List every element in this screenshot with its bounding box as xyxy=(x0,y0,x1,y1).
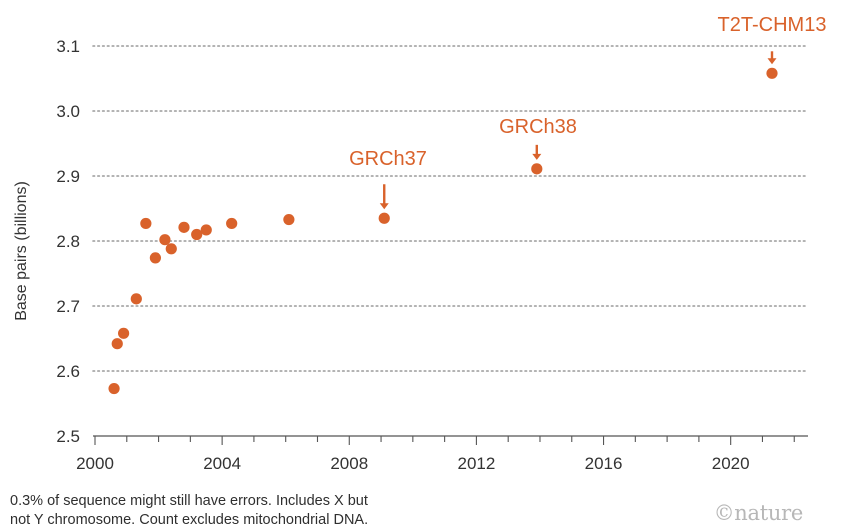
footnote: 0.3% of sequence might still have errors… xyxy=(10,492,530,530)
footnote-line-1: 0.3% of sequence might still have errors… xyxy=(10,493,368,509)
data-point xyxy=(226,217,238,230)
footnote-line-2: not Y chromosome. Count excludes mitocho… xyxy=(10,512,369,528)
data-point xyxy=(531,163,543,175)
data-point xyxy=(130,293,142,305)
scatter-chart: 2.52.62.72.82.93.03.1 2000 2004 2008 2012 20… xyxy=(13,14,827,473)
data-point xyxy=(118,327,130,339)
data-point xyxy=(159,234,171,246)
annotation-label: T2T-CHM13 xyxy=(718,14,827,36)
annotations: GRCh37 GRCh38 T2T-CHM13 xyxy=(349,14,827,210)
data-point xyxy=(200,224,212,236)
y-tick-label: 2.9 xyxy=(56,167,80,186)
y-tick-label: 2.5 xyxy=(56,427,80,446)
data-point xyxy=(165,243,177,255)
data-point xyxy=(140,217,152,230)
y-tick-label: 2.8 xyxy=(56,232,80,251)
data-point xyxy=(178,221,190,233)
nature-credit: ©nature xyxy=(713,501,804,525)
y-tick-label: 2.7 xyxy=(56,297,80,316)
data-point xyxy=(111,338,123,350)
annotation-arrow-head xyxy=(767,58,777,65)
data-point xyxy=(149,252,161,264)
data-point xyxy=(378,212,390,224)
x-tick-label: 2012 xyxy=(457,454,495,473)
y-tick-label: 2.6 xyxy=(56,362,80,381)
x-tick-labels: 2000 2004 2008 2012 2016 2020 xyxy=(76,454,750,473)
data-point xyxy=(191,228,203,241)
x-tick-label: 2008 xyxy=(330,454,368,473)
y-axis-label: Base pairs (billions) xyxy=(13,181,30,321)
annotation-label: GRCh38 xyxy=(499,116,577,138)
data-point xyxy=(283,213,295,226)
gridlines xyxy=(92,45,809,372)
x-tick-label: 2004 xyxy=(203,454,241,473)
annotation-arrow-head xyxy=(379,203,389,210)
y-tick-label: 3.0 xyxy=(56,102,80,121)
x-axis xyxy=(93,435,808,445)
x-tick-label: 2020 xyxy=(712,454,750,473)
x-tick-label: 2016 xyxy=(585,454,623,473)
annotation-arrow-head xyxy=(532,153,542,160)
data-point xyxy=(108,382,120,395)
y-tick-label: 3.1 xyxy=(56,37,80,56)
y-tick-labels: 2.5 2.6 2.7 2.8 2.9 3.0 3.1 xyxy=(56,37,80,446)
x-tick-label: 2000 xyxy=(76,454,114,473)
annotation-label: GRCh37 xyxy=(349,148,427,170)
data-points xyxy=(108,67,778,395)
data-point xyxy=(766,67,778,79)
